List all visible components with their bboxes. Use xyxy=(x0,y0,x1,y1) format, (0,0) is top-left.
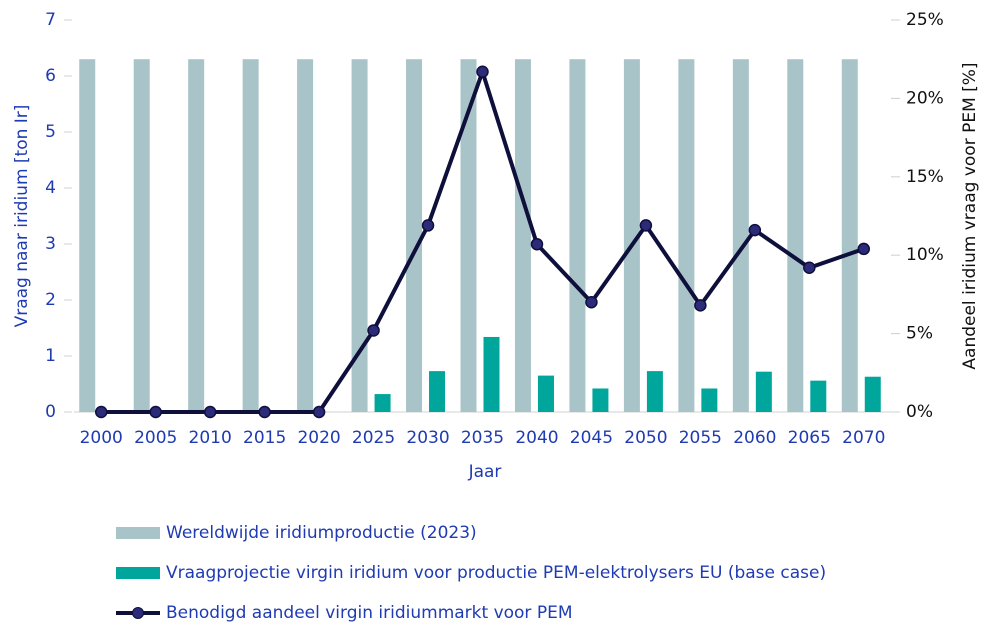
y2-tick-label: 5% xyxy=(906,324,933,344)
bar xyxy=(79,59,96,412)
marker xyxy=(639,219,653,232)
marker xyxy=(94,405,108,419)
y2-tick-label: 15% xyxy=(906,167,944,187)
bar xyxy=(374,394,391,412)
y-tick-label: 6 xyxy=(45,66,56,86)
x-tick-label: 2025 xyxy=(352,428,395,448)
marker xyxy=(258,405,271,419)
x-tick-label: 2040 xyxy=(515,428,558,448)
x-tick-label: 2015 xyxy=(243,428,286,448)
marker xyxy=(421,219,435,232)
marker xyxy=(367,324,380,337)
x-tick-label: 2055 xyxy=(679,428,722,448)
bar xyxy=(623,59,640,412)
x-tick-label: 2005 xyxy=(134,428,177,448)
bar xyxy=(297,59,314,412)
bar xyxy=(569,59,586,412)
bar xyxy=(133,59,150,412)
marker xyxy=(748,223,762,237)
x-tick-label: 2030 xyxy=(406,428,449,448)
bar xyxy=(864,376,881,412)
bar xyxy=(242,59,259,412)
y-tick-label: 1 xyxy=(45,346,56,366)
bar xyxy=(678,59,695,412)
line xyxy=(101,65,865,414)
y-tick-label: 0 xyxy=(45,402,56,422)
x-tick-label: 2060 xyxy=(733,428,776,448)
legend-marker xyxy=(132,607,144,619)
y-tick-label: 3 xyxy=(45,234,56,254)
bar xyxy=(646,371,663,412)
marker xyxy=(694,299,707,312)
x-tick-label: 2000 xyxy=(80,428,123,448)
bar xyxy=(351,59,368,412)
x-axis-label: Jaar xyxy=(468,462,502,482)
marker xyxy=(312,405,326,419)
bar xyxy=(537,375,554,412)
marker xyxy=(803,261,816,274)
marker xyxy=(857,242,871,256)
y2-tick-label: 10% xyxy=(906,245,944,265)
bar xyxy=(701,388,718,412)
y-tick-label: 2 xyxy=(45,290,56,310)
legend-label: Wereldwijde iridiumproductie (2023) xyxy=(166,523,477,543)
bar xyxy=(732,59,749,412)
y2-tick-label: 0% xyxy=(906,402,933,422)
x-tick-label: 2045 xyxy=(570,428,613,448)
bar xyxy=(188,59,205,412)
bar xyxy=(810,380,827,412)
bar xyxy=(592,388,609,412)
legend-label: Benodigd aandeel virgin iridiummarkt voo… xyxy=(166,603,573,623)
bar xyxy=(460,59,477,412)
y-tick-label: 5 xyxy=(45,122,56,142)
bar xyxy=(406,59,423,412)
x-tick-label: 2050 xyxy=(624,428,667,448)
y2-axis-label: Aandeel iridium vraag voor PEM [%] xyxy=(960,62,980,369)
x-tick-label: 2020 xyxy=(297,428,340,448)
y2-tick-label: 25% xyxy=(906,10,944,30)
marker xyxy=(530,237,544,251)
x-tick-label: 2065 xyxy=(788,428,831,448)
legend-swatch xyxy=(116,567,160,579)
marker xyxy=(585,295,598,309)
marker xyxy=(149,405,162,419)
y-tick-label: 4 xyxy=(45,178,56,198)
bar xyxy=(755,371,772,412)
y2-tick-label: 20% xyxy=(906,88,944,108)
y-axis-label: Vraag naar iridium [ton Ir] xyxy=(12,105,32,328)
legend-label: Vraagprojectie virgin iridium voor produ… xyxy=(166,563,826,583)
marker xyxy=(476,65,489,78)
bar xyxy=(514,59,531,412)
marker xyxy=(203,405,217,419)
bar xyxy=(787,59,804,412)
bar xyxy=(841,59,858,412)
x-tick-label: 2035 xyxy=(461,428,504,448)
bar xyxy=(429,371,446,412)
y-tick-label: 7 xyxy=(45,10,56,30)
bar xyxy=(483,336,500,412)
x-tick-label: 2010 xyxy=(189,428,232,448)
legend-swatch xyxy=(116,527,160,539)
x-tick-label: 2070 xyxy=(842,428,885,448)
